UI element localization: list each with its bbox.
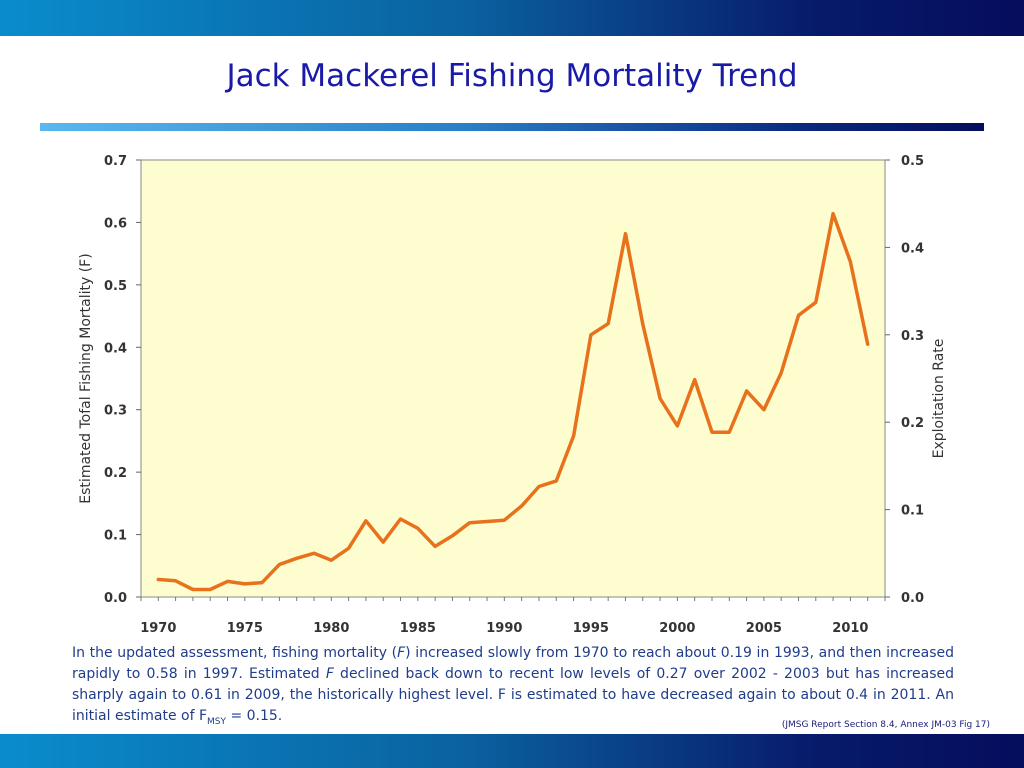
- y-tick-label: 0.3: [104, 404, 127, 419]
- y-tick-label: 0.7: [104, 154, 127, 169]
- y2-tick-label: 0.3: [901, 329, 924, 344]
- fishing-mortality-chart: 0.0 0.1 0.2 0.3 0.4 0.5 0.6 0.7 0.0 0.1 0.2 0.3 0.4…: [78, 154, 947, 636]
- series-line-fishing-mortality: [156, 211, 870, 592]
- y-axis-left: 0.0 0.1 0.2 0.3 0.4 0.5 0.6 0.7: [104, 154, 141, 606]
- y-tick-label: 0.6: [104, 216, 127, 231]
- y-tick-label: 0.1: [104, 529, 127, 544]
- x-tick-label: 2005: [746, 621, 782, 636]
- x-axis: 1970 1975 1980 1985 1990 1995 2000 2005 2010: [140, 597, 886, 636]
- x-tick-label: 2000: [659, 621, 695, 636]
- y-tick-label: 0.2: [104, 466, 127, 481]
- x-tick-label: 1980: [313, 621, 349, 636]
- x-tick-label: 1985: [400, 621, 436, 636]
- y-axis-right: 0.0 0.1 0.2 0.3 0.4 0.5: [885, 154, 924, 606]
- slide-title: Jack Mackerel Fishing Mortality Trend: [226, 58, 798, 94]
- y-tick-label: 0.5: [104, 279, 127, 294]
- source-citation: (JMSG Report Section 8.4, Annex JM-03 Fi…: [781, 720, 990, 730]
- bottom-banner-bar: [0, 734, 1024, 768]
- plot-area: [140, 159, 886, 598]
- y2-axis-label: Exploitation Rate: [931, 339, 947, 459]
- y-tick-label: 0.0: [104, 591, 127, 606]
- caption-text: In the updated assessment, fishing morta…: [72, 645, 954, 727]
- x-tick-label: 1970: [140, 621, 176, 636]
- x-tick-label: 1975: [227, 621, 263, 636]
- y2-tick-label: 0.5: [901, 154, 924, 169]
- x-tick-label: 1995: [573, 621, 609, 636]
- y2-tick-label: 0.4: [901, 241, 924, 256]
- x-tick-label: 1990: [486, 621, 522, 636]
- y2-tick-label: 0.0: [901, 591, 924, 606]
- title-divider: [40, 123, 984, 131]
- x-tick-label: 2010: [832, 621, 868, 636]
- y2-tick-label: 0.2: [901, 416, 924, 431]
- y-tick-label: 0.4: [104, 341, 127, 356]
- y2-tick-label: 0.1: [901, 504, 924, 519]
- top-banner-bar: [0, 0, 1024, 36]
- y-axis-label: Estimated Tofal Fishing Mortality (F): [78, 253, 94, 503]
